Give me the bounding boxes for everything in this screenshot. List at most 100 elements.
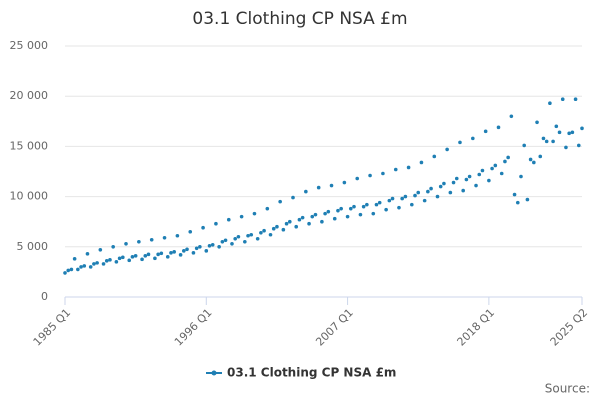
data-point (374, 202, 379, 207)
data-point (169, 251, 173, 255)
data-point (576, 143, 581, 148)
data-point (403, 194, 408, 199)
data-point (307, 221, 311, 226)
data-point (214, 221, 218, 226)
data-point (567, 131, 571, 136)
data-point (496, 125, 501, 130)
data-point (117, 256, 122, 261)
data-point (313, 212, 318, 217)
data-point (560, 97, 565, 102)
data-point (580, 126, 584, 131)
data-point (201, 225, 205, 230)
data-point (570, 130, 575, 135)
data-point (519, 174, 523, 179)
data-point (88, 265, 93, 269)
data-point (342, 180, 347, 185)
data-point (249, 232, 254, 237)
y-tick-label: 0 (41, 290, 48, 303)
data-point (284, 221, 289, 226)
data-point (512, 192, 517, 197)
data-point (448, 190, 453, 195)
data-point (104, 259, 109, 263)
data-point (294, 224, 299, 229)
data-point (207, 243, 212, 248)
data-point (220, 239, 225, 244)
data-point (191, 251, 196, 255)
data-point (69, 267, 74, 272)
data-point (297, 217, 302, 222)
data-point (419, 160, 424, 165)
data-point (111, 245, 115, 249)
data-point (172, 250, 176, 254)
legend-marker (211, 370, 217, 376)
data-point (390, 196, 395, 201)
data-point (165, 255, 170, 259)
data-point (509, 114, 514, 119)
data-point (255, 236, 260, 241)
data-point (271, 226, 276, 231)
data-point (66, 268, 71, 273)
data-point (445, 147, 449, 152)
data-point (149, 237, 154, 242)
data-point (281, 227, 286, 232)
data-point (175, 233, 180, 238)
data-point (259, 230, 263, 235)
data-point (262, 228, 266, 233)
data-point (573, 97, 578, 102)
data-point (464, 177, 469, 182)
data-point (121, 255, 125, 260)
data-point (506, 155, 510, 160)
data-point (384, 207, 388, 212)
y-tick-label: 25 000 (10, 39, 49, 52)
data-point (278, 199, 282, 204)
data-point (92, 262, 96, 266)
data-point (352, 204, 356, 209)
data-point (532, 160, 536, 165)
data-point (101, 262, 106, 266)
data-point (153, 256, 157, 261)
data-point (413, 193, 417, 198)
data-point (554, 124, 559, 129)
data-point (316, 185, 321, 190)
data-point (76, 267, 80, 272)
data-point (432, 154, 437, 159)
data-point (438, 184, 443, 189)
data-point (252, 211, 257, 216)
data-point (320, 219, 324, 224)
data-point (400, 196, 404, 201)
data-point (461, 188, 465, 193)
data-point (98, 248, 103, 252)
data-point (493, 163, 498, 168)
data-point (544, 139, 549, 144)
data-point (361, 204, 366, 209)
data-point (490, 166, 494, 171)
data-point (162, 235, 167, 240)
data-point (304, 189, 308, 194)
data-point (345, 214, 350, 219)
data-point (236, 234, 241, 239)
data-point (538, 154, 543, 159)
data-point (416, 190, 421, 195)
x-tick-label: 1996 Q1 (172, 306, 215, 349)
data-point (95, 261, 99, 265)
data-point (381, 171, 385, 176)
data-point (387, 198, 392, 203)
data-point (85, 252, 90, 256)
data-point (422, 198, 427, 203)
data-point (365, 202, 369, 207)
data-point (358, 212, 363, 217)
data-point (406, 165, 411, 170)
data-point (223, 238, 228, 243)
data-point (451, 180, 456, 185)
data-point (323, 211, 327, 216)
data-point (210, 242, 215, 247)
data-point (287, 219, 292, 224)
data-point (564, 145, 568, 150)
data-point (63, 271, 67, 275)
data-point (454, 176, 459, 181)
data-point (426, 189, 430, 194)
data-point (435, 194, 440, 199)
data-point (332, 216, 337, 221)
data-point (551, 139, 555, 144)
data-point (480, 168, 485, 173)
